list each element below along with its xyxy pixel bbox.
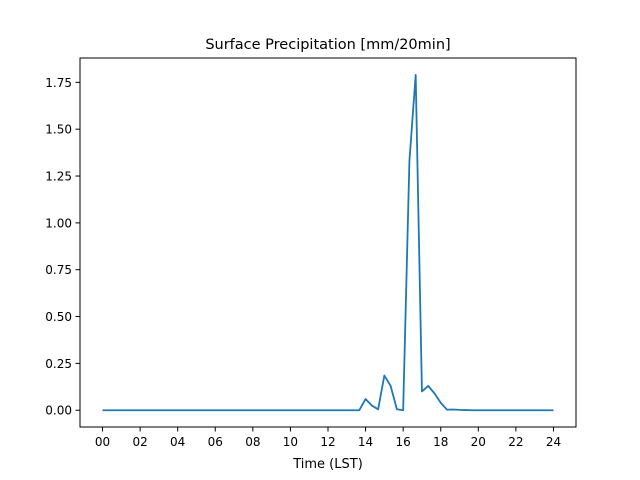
y-tick-label: 1.50: [45, 123, 72, 137]
plot-area-frame: [79, 57, 577, 428]
x-tick-label: 20: [471, 435, 486, 449]
x-tick-label: 24: [546, 435, 561, 449]
chart-title: Surface Precipitation [mm/20min]: [205, 37, 450, 53]
y-axis-ticks: 0.00 0.25 0.50 0.75 1.00 1.25 1.50 1.75: [45, 76, 80, 418]
y-tick-label: 0.50: [45, 310, 72, 324]
x-tick-label: 10: [283, 435, 298, 449]
x-axis-label: Time (LST): [292, 457, 363, 472]
y-tick-label: 0.75: [45, 263, 72, 277]
x-axis-ticks: 00 02 04 06 08 10 12 14 16 18 20 22 24: [95, 427, 561, 449]
x-tick-label: 08: [245, 435, 260, 449]
y-tick-label: 0.00: [45, 404, 72, 418]
x-tick-label: 04: [170, 435, 185, 449]
x-tick-label: 02: [132, 435, 147, 449]
y-tick-label: 1.25: [45, 170, 72, 184]
x-tick-label: 06: [208, 435, 223, 449]
y-tick-label: 1.75: [45, 76, 72, 90]
x-tick-label: 16: [396, 435, 411, 449]
x-tick-label: 14: [358, 435, 373, 449]
x-tick-label: 18: [433, 435, 448, 449]
x-tick-label: 12: [320, 435, 335, 449]
x-tick-label: 00: [95, 435, 110, 449]
precipitation-line: [102, 73, 554, 412]
x-tick-label: 22: [508, 435, 523, 449]
y-tick-label: 1.00: [45, 216, 72, 230]
y-tick-label: 0.25: [45, 357, 72, 371]
series-layer: [102, 73, 554, 412]
